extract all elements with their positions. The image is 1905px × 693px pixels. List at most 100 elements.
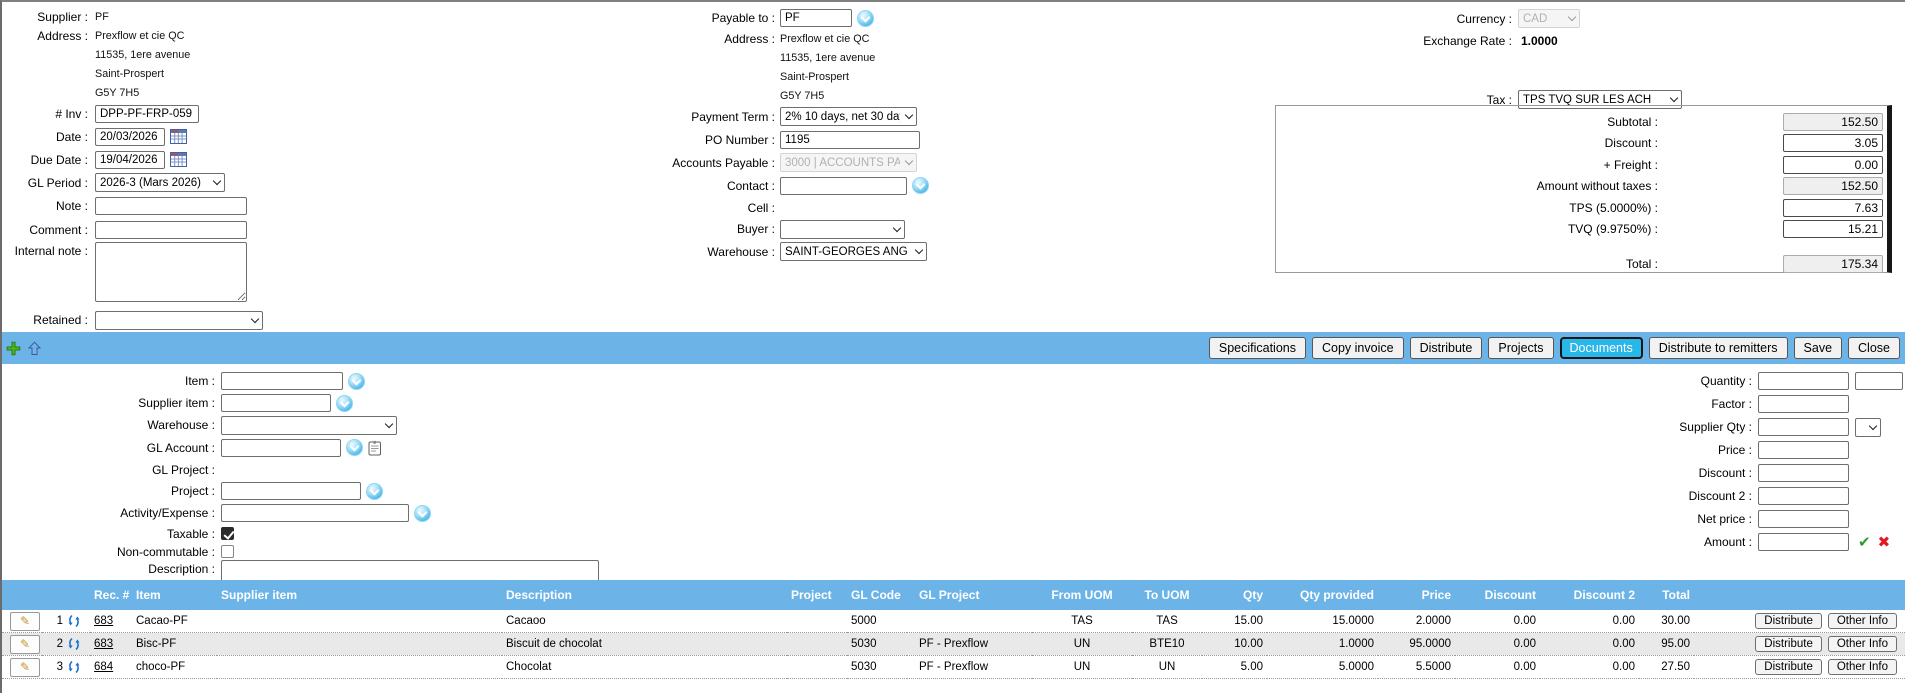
col-total: Total [1639, 580, 1694, 610]
supplier-panel: Supplier : PF Address : Prexflow et cie … [2, 7, 432, 334]
amount-label: Amount : [1703, 535, 1752, 549]
calendar-icon[interactable] [170, 129, 187, 144]
quantity-uom-input[interactable] [1855, 372, 1903, 390]
line-discount-input[interactable] [1758, 464, 1849, 482]
cell-qty-provided: 15.0000 [1267, 610, 1378, 633]
close-button[interactable]: Close [1848, 337, 1900, 359]
row-other-info-button[interactable]: Other Info [1827, 613, 1897, 629]
specifications-button[interactable]: Specifications [1208, 337, 1306, 359]
move-up-icon[interactable] [27, 340, 42, 356]
tax-select[interactable]: TPS TVQ SUR LES ACH [1518, 90, 1682, 109]
date-input[interactable] [95, 127, 165, 146]
supplier-qty-input[interactable] [1758, 418, 1849, 436]
internal-note-textarea[interactable] [95, 242, 247, 302]
supplier-qty-uom-select[interactable] [1855, 417, 1881, 437]
supplier-value: PF [95, 10, 109, 23]
total-value [1783, 254, 1883, 273]
supplier-item-lookup-icon[interactable] [336, 394, 353, 412]
edit-line-icon[interactable]: ✎ [10, 611, 40, 631]
calendar-icon[interactable] [170, 152, 187, 167]
cell-price: 2.0000 [1378, 610, 1455, 633]
supplier-address-label: Address : [37, 28, 88, 43]
projects-button[interactable]: Projects [1488, 337, 1554, 359]
warehouse-select[interactable]: SAINT-GEORGES ANG [780, 242, 927, 261]
gl-account-input[interactable] [221, 438, 341, 457]
receipt-link[interactable]: 683 [94, 638, 114, 650]
cell-discount: 0.00 [1455, 632, 1540, 656]
confirm-line-icon[interactable]: ✔ [1858, 534, 1871, 551]
receipt-link[interactable]: 683 [94, 615, 114, 627]
line-warehouse-select[interactable] [221, 415, 397, 435]
cell-total: 27.50 [1639, 655, 1694, 679]
sync-icon[interactable] [68, 637, 80, 651]
payable-to-input[interactable] [780, 9, 852, 27]
distribute-to-remitters-button[interactable]: Distribute to remitters [1648, 337, 1788, 359]
payable-lookup-icon[interactable] [857, 9, 874, 27]
project-input[interactable] [221, 482, 361, 500]
line-discount2-input[interactable] [1758, 487, 1849, 505]
edit-line-icon[interactable]: ✎ [10, 634, 40, 654]
item-lookup-icon[interactable] [348, 372, 365, 390]
tps-input[interactable] [1783, 198, 1883, 217]
contact-input[interactable] [780, 176, 907, 195]
freight-input[interactable] [1783, 155, 1883, 174]
gl-account-label: GL Account : [146, 440, 215, 455]
gl-account-lookup-icon[interactable] [346, 439, 363, 456]
supplier-qty-label: Supplier Qty : [1679, 420, 1752, 434]
cell-discount: 0.00 [1455, 655, 1540, 679]
documents-button[interactable]: Documents [1559, 337, 1643, 359]
sync-icon[interactable] [68, 614, 80, 628]
row-distribute-button[interactable]: Distribute [1755, 613, 1822, 629]
activity-expense-input[interactable] [221, 504, 409, 522]
project-lookup-icon[interactable] [366, 482, 383, 500]
inv-number-input[interactable] [95, 104, 199, 123]
non-commutable-checkbox[interactable] [221, 545, 234, 558]
factor-input[interactable] [1758, 395, 1849, 413]
line-discount2-label: Discount 2 : [1688, 489, 1752, 503]
cell-from-uom: UN [1032, 655, 1132, 679]
cell-discount: 0.00 [1455, 610, 1540, 633]
activity-expense-lookup-icon[interactable] [414, 504, 431, 522]
cell-project [787, 610, 847, 633]
item-input[interactable] [221, 372, 343, 390]
po-number-input[interactable] [780, 130, 920, 149]
supplier-item-input[interactable] [221, 394, 331, 412]
note-input[interactable] [95, 197, 247, 215]
row-other-info-button[interactable]: Other Info [1827, 659, 1897, 675]
cell-gl-project: PF - Prexflow [907, 632, 1032, 656]
note-label: Note : [55, 199, 88, 213]
accounts-payable-select: 3000 | ACCOUNTS PAY [780, 153, 917, 172]
comment-input[interactable] [95, 221, 247, 239]
comment-label: Comment : [29, 223, 88, 237]
payment-term-select[interactable]: 2% 10 days, net 30 days [780, 107, 917, 126]
net-price-input[interactable] [1758, 510, 1849, 528]
contact-lookup-icon[interactable] [912, 177, 929, 194]
row-other-info-button[interactable]: Other Info [1827, 636, 1897, 652]
tvq-input[interactable] [1783, 220, 1883, 239]
gl-period-select[interactable]: 2026-3 (Mars 2026) [95, 173, 225, 192]
buyer-select[interactable] [780, 219, 905, 239]
gl-note-icon[interactable] [368, 440, 382, 456]
non-commutable-label: Non-commutable : [116, 544, 215, 559]
receipt-link[interactable]: 684 [94, 661, 114, 673]
cell-discount2: 0.00 [1540, 610, 1639, 633]
row-distribute-button[interactable]: Distribute [1755, 636, 1822, 652]
amount-input[interactable] [1758, 533, 1849, 551]
row-distribute-button[interactable]: Distribute [1755, 659, 1822, 675]
edit-line-icon[interactable]: ✎ [10, 657, 40, 677]
sync-icon[interactable] [68, 660, 80, 674]
accounts-payable-label: Accounts Payable : [672, 155, 775, 170]
cancel-line-icon[interactable]: ✖ [1877, 534, 1891, 551]
taxable-label: Taxable : [166, 526, 215, 541]
copy-invoice-button[interactable]: Copy invoice [1311, 337, 1404, 359]
due-date-input[interactable] [95, 150, 165, 169]
distribute-button[interactable]: Distribute [1409, 337, 1483, 359]
price-input[interactable] [1758, 441, 1849, 459]
discount-input[interactable] [1783, 134, 1883, 153]
taxable-checkbox[interactable] [221, 527, 234, 540]
save-button[interactable]: Save [1793, 337, 1843, 359]
add-line-icon[interactable] [6, 341, 21, 356]
cell-description: Cacaoo [502, 610, 787, 633]
retained-select[interactable] [95, 310, 263, 330]
quantity-input[interactable] [1758, 372, 1849, 390]
